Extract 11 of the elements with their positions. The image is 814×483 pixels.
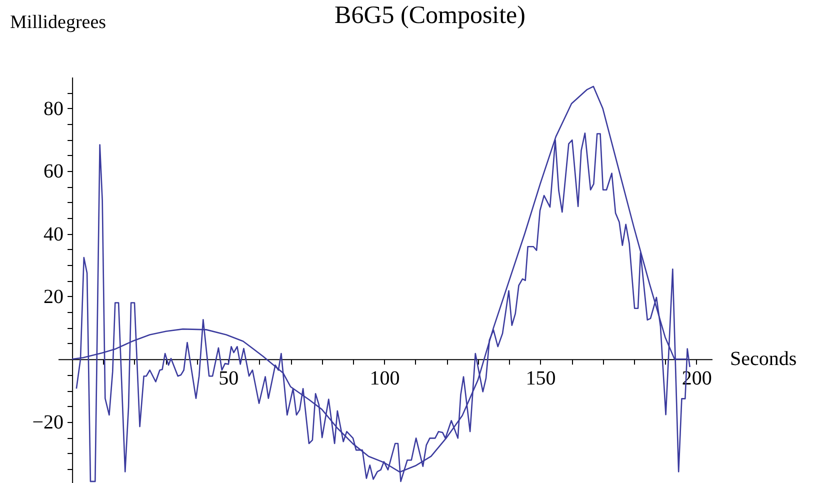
y-tick-label: −20 bbox=[32, 411, 64, 434]
y-axis-title: Millidegrees bbox=[10, 12, 106, 33]
x-tick-label: 150 bbox=[526, 368, 556, 390]
x-axis-title: Seconds bbox=[730, 348, 797, 370]
x-tick-label: 50 bbox=[218, 368, 239, 390]
y-tick-label: 20 bbox=[44, 286, 64, 308]
y-tick-label: 60 bbox=[44, 160, 64, 183]
y-tick-label: 80 bbox=[44, 98, 64, 120]
y-tick-label: 40 bbox=[44, 223, 64, 246]
x-tick-label: 100 bbox=[370, 368, 400, 390]
chart-title: B6G5 (Composite) bbox=[334, 2, 526, 29]
